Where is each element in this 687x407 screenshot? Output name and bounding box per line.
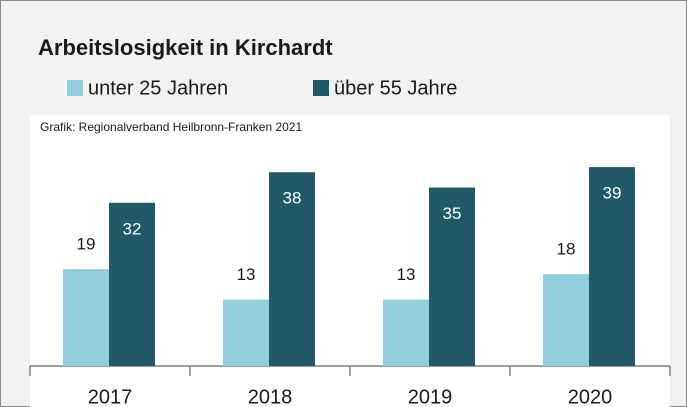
bar [543,274,589,366]
legend-label: über 55 Jahre [334,77,457,99]
legend-label: unter 25 Jahren [88,77,228,99]
data-label: 13 [397,265,416,284]
chart-title: Arbeitslosigkeit in Kirchardt [38,35,333,60]
bar [429,187,475,366]
data-label: 13 [237,265,256,284]
legend-swatch [67,80,83,96]
data-label: 35 [443,204,462,223]
source: Grafik: Regionalverband Heilbronn-Franke… [40,120,302,134]
x-tick-label: 2017 [88,386,133,407]
data-label: 18 [557,240,576,259]
x-tick-label: 2019 [408,386,453,407]
data-label: 39 [603,184,622,203]
bar [109,202,155,366]
data-label: 38 [283,189,302,208]
data-label: 19 [77,235,96,254]
x-tick-label: 2018 [248,386,293,407]
bar [383,299,429,366]
x-tick-label: 2020 [568,386,613,407]
data-label: 32 [123,219,142,238]
bar [63,269,109,366]
bar [269,172,315,366]
bar [223,299,269,366]
legend-swatch [313,80,329,96]
bar [589,167,635,366]
